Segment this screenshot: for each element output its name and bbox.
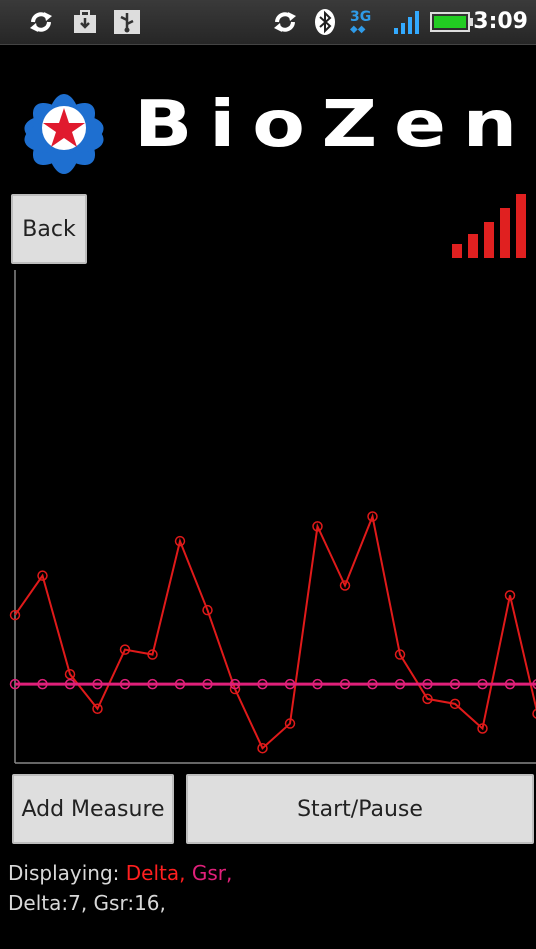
series-1-point — [147, 678, 158, 690]
battery-icon — [430, 12, 473, 32]
series-0-point — [37, 570, 48, 581]
series-1-point — [92, 678, 103, 690]
sync-icon — [274, 12, 296, 32]
logo-text: BioZen — [134, 88, 534, 162]
series-1-point — [37, 678, 48, 690]
series-0-point — [174, 535, 186, 547]
series-0-point — [394, 649, 406, 660]
series-1-point — [284, 678, 296, 690]
series-1-point — [312, 678, 323, 690]
series-0-point — [532, 708, 536, 719]
series-0-point — [64, 669, 76, 680]
lotus-star-icon — [24, 94, 104, 174]
series-1-point — [174, 678, 186, 690]
series-1-point — [367, 678, 378, 690]
series-0-point — [257, 742, 268, 754]
series-0-point — [339, 580, 351, 591]
displaying-series-delta: Delta, — [125, 861, 186, 885]
app-logo: BioZen — [24, 88, 534, 174]
series-0-point — [504, 590, 516, 601]
series-1-point — [532, 679, 536, 690]
back-button[interactable]: Back — [11, 194, 87, 264]
sync-icon — [30, 12, 52, 32]
briefcase-download-icon — [74, 10, 96, 33]
series-0-point — [422, 693, 433, 705]
series-1-point — [339, 678, 351, 690]
bluetooth-icon — [315, 9, 335, 35]
signal-strength-icon — [452, 194, 526, 258]
status-bar: 3G ◆◆ 3:09 — [0, 0, 536, 45]
values-line: Delta:7, Gsr:16, — [8, 891, 166, 915]
series-0-point — [312, 521, 323, 532]
series-1-point — [229, 678, 241, 690]
series-0-point — [477, 723, 488, 734]
series-0-point — [147, 649, 158, 660]
series-0-point — [92, 703, 103, 715]
series-1-point — [394, 678, 406, 690]
info-panel: Displaying: Delta, Gsr, Delta:7, Gsr:16, — [8, 858, 232, 918]
series-0-line — [14, 512, 536, 750]
series-1-point — [9, 678, 21, 690]
series-1-point — [449, 678, 461, 690]
series-1-point — [257, 678, 268, 690]
series-0-point — [119, 644, 131, 655]
clock: 3:09 — [473, 9, 528, 34]
series-1-point — [202, 678, 213, 690]
displaying-label: Displaying: — [8, 861, 126, 885]
displaying-line: Displaying: Delta, Gsr, — [8, 858, 232, 888]
usb-icon — [114, 10, 140, 34]
series-1-point — [477, 678, 488, 690]
series-0-point — [9, 609, 21, 621]
series-1-point — [422, 678, 433, 690]
series-1-point — [64, 678, 76, 690]
series-0-point — [449, 698, 461, 710]
graph-chart — [9, 270, 536, 764]
add-measure-button[interactable]: Add Measure — [12, 774, 174, 844]
signal-icon — [394, 11, 419, 34]
series-0-point — [202, 604, 213, 616]
series-0-point — [284, 718, 296, 729]
series-0-point — [367, 511, 378, 522]
network-type-label: 3G — [350, 9, 372, 25]
3g-icon: 3G ◆◆ — [350, 9, 372, 35]
start-pause-button[interactable]: Start/Pause — [186, 774, 534, 844]
displaying-series-gsr: Gsr, — [191, 861, 233, 885]
series-1-point — [504, 678, 516, 690]
series-1-point — [119, 678, 131, 690]
